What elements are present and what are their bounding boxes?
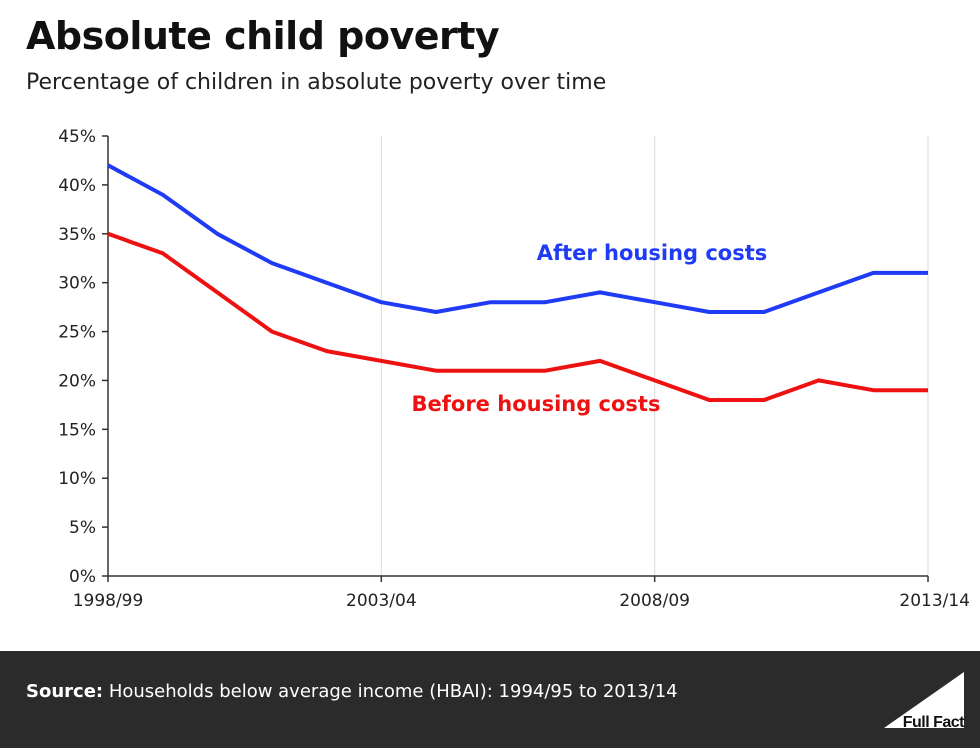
source-note: Source: Households below average income … — [26, 681, 678, 702]
chart-title: Absolute child poverty — [26, 14, 500, 58]
y-tick-label: 5% — [69, 518, 96, 538]
footer: Source: Households below average income … — [0, 651, 980, 748]
y-tick-label: 20% — [58, 371, 96, 391]
y-tick-label: 30% — [58, 274, 96, 294]
series-line-after-housing-costs — [107, 163, 928, 314]
series-label: After housing costs — [537, 241, 768, 265]
series-label: Before housing costs — [412, 392, 661, 416]
y-tick-label: 40% — [58, 176, 96, 196]
x-tick-label: 2008/09 — [619, 591, 690, 611]
x-tick-label: 2013/14 — [899, 591, 970, 611]
source-label: Source: — [26, 681, 104, 702]
chart-subtitle: Percentage of children in absolute pover… — [26, 70, 607, 95]
x-tick-label: 1998/99 — [73, 591, 144, 611]
logo-text: Full Fact — [902, 714, 965, 731]
y-tick-label: 10% — [58, 469, 96, 489]
y-tick-label: 25% — [58, 323, 96, 343]
line-chart: 0% 5% 10% 15% 20% 25% 30% 35% 40% 45% 1998/99 2003/… — [58, 127, 970, 611]
source-text: Households below average income (HBAI): … — [108, 681, 678, 702]
y-tick-label: 15% — [58, 420, 96, 440]
series-line-before-housing-costs — [107, 231, 928, 402]
y-tick-label: 45% — [58, 127, 96, 147]
y-tick-label: 35% — [58, 225, 96, 245]
full-fact-logo-icon — [884, 672, 964, 728]
y-tick-label: 0% — [69, 567, 96, 587]
x-tick-label: 2003/04 — [346, 591, 417, 611]
